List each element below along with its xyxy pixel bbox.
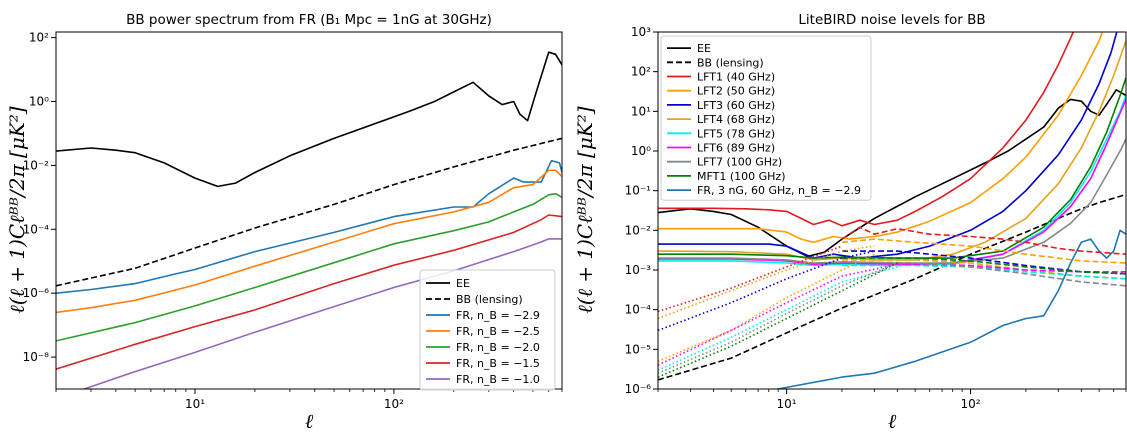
series-line [56, 51, 562, 188]
legend-label: FR, n_B = −2.5 [456, 325, 540, 338]
legend-box [660, 35, 872, 201]
series-line [658, 266, 898, 371]
y-tick-label: 10⁻³ [625, 263, 652, 277]
series-line [841, 238, 1127, 264]
y-tick-label: 10⁻⁶ [23, 286, 50, 300]
legend-label: LFT4 (68 GHz) [697, 113, 775, 126]
y-tick-label: 10² [29, 31, 49, 45]
series-line [658, 32, 1104, 244]
legend-label: FR, n_B = −2.0 [456, 341, 540, 354]
legend-label: FR, n_B = −1.0 [456, 373, 540, 386]
series-line [81, 238, 562, 389]
series-line [658, 253, 875, 363]
y-tick-label: 10⁻⁶ [625, 382, 652, 396]
plot-frame [55, 31, 563, 390]
legend-label: FR, n_B = −1.5 [456, 357, 540, 370]
series-line [842, 257, 1127, 275]
series-line [842, 264, 1127, 280]
legend-label: LFT1 (40 GHz) [697, 71, 775, 84]
legend-label: LFT3 (60 GHz) [697, 99, 775, 112]
y-tick-label: 10⁻⁸ [23, 350, 50, 364]
legend-label: LFT7 (100 GHz) [697, 156, 782, 169]
series-line [56, 169, 562, 314]
legend-label: FR, n_B = −2.9 [456, 309, 540, 322]
y-tick-label: 10⁰ [631, 144, 651, 158]
y-tick-label: 10³ [631, 25, 651, 39]
series-line [56, 214, 562, 370]
series-line [658, 250, 875, 332]
legend: EE BB (lensing) FR, n_B = −2.9 FR, n_B = −2… [419, 269, 556, 391]
legend-label: LFT5 (78 GHz) [697, 127, 775, 140]
series-line [658, 89, 1127, 258]
x-tick-label: 10² [384, 397, 404, 411]
x-tick-label: 10¹ [185, 397, 205, 411]
y-tick-label: 10⁻¹ [625, 184, 652, 198]
x-axis-label: ℓ [888, 409, 897, 432]
series-line [56, 192, 562, 342]
legend-label: MFT1 (100 GHz) [697, 170, 785, 183]
ticks: 10¹ 10² 10⁻⁶ 10⁻⁵ 10⁻⁴ 10⁻³ 10⁻² 10⁻¹ 10⁰ 10¹ 10² 1… [625, 25, 1127, 411]
ticks: 10¹ 10² 10⁻⁸ 10⁻⁶ 10⁻⁴ 10⁻² 10⁰ 10² [23, 31, 563, 411]
series-lines [658, 32, 1127, 389]
series-line [658, 138, 1127, 264]
y-axis-label: ℓ(ℓ + 1)Cℓᴮᴮ/2π [μK²] [573, 106, 597, 313]
plot-frame [657, 31, 1127, 390]
panel-right: LiteBIRD noise levels for BB 10¹ 10²10⁻⁶1… [573, 12, 1127, 432]
series-line [658, 245, 875, 320]
x-tick-label: 10² [960, 397, 980, 411]
y-tick-label: 10⁰ [29, 95, 49, 109]
chart-title: BB power spectrum from FR (B₁ Mpc = 1nG … [126, 12, 492, 28]
series-line [658, 262, 898, 374]
legend-label: EE [456, 277, 470, 290]
legend-label: BB (lensing) [456, 293, 523, 306]
y-tick-label: 10⁻² [23, 158, 50, 172]
series-line [658, 262, 898, 378]
y-axis-label: ℓ(ℓ + 1)Cℓᴮᴮ/2π [μK²] [5, 106, 29, 313]
panel-left: BB power spectrum from FR (B₁ Mpc = 1nG … [5, 12, 563, 432]
x-axis-label: ℓ [305, 409, 314, 432]
series-line [658, 32, 1075, 227]
series-line [773, 229, 1127, 389]
series-line [56, 137, 562, 287]
y-tick-label: 10⁻⁴ [625, 303, 652, 317]
series-line [658, 32, 1118, 259]
series-line [841, 261, 1127, 287]
series-lines [56, 51, 562, 389]
legend-label: BB (lensing) [697, 56, 764, 69]
legend-box [419, 269, 556, 391]
series-line [658, 77, 1127, 259]
y-tick-label: 10¹ [631, 104, 651, 118]
y-tick-label: 10⁻⁵ [625, 342, 652, 356]
legend-label: EE [697, 42, 711, 55]
legend-label: LFT2 (50 GHz) [697, 85, 775, 98]
legend-label: LFT6 (89 GHz) [697, 142, 775, 155]
y-tick-label: 10² [631, 65, 651, 79]
x-tick-label: 10¹ [777, 397, 797, 411]
chart-title: LiteBIRD noise levels for BB [798, 12, 985, 28]
legend-label: FR, 3 nG, 60 GHz, n_B = −2.9 [697, 184, 861, 197]
y-tick-label: 10⁻² [625, 223, 652, 237]
y-tick-label: 10⁻⁴ [23, 222, 50, 236]
